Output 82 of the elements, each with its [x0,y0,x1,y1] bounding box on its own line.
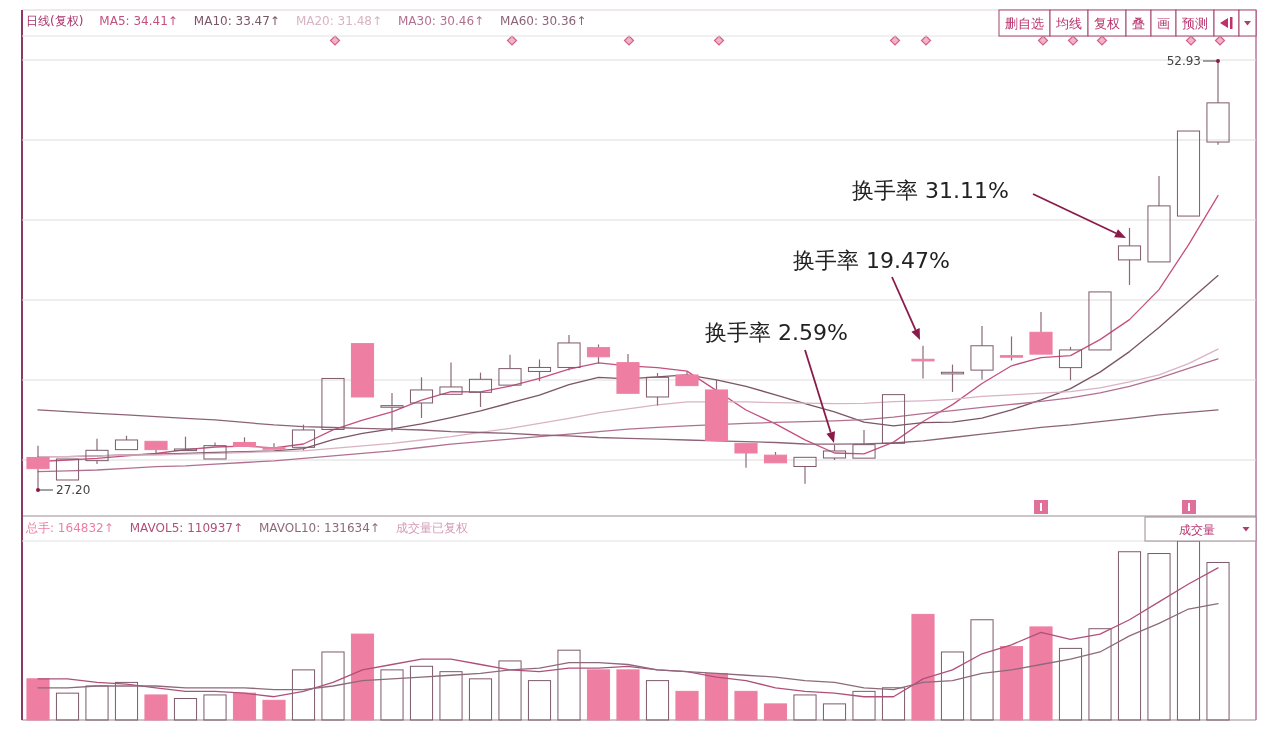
candlestick [911,345,935,380]
bar [645,680,670,721]
text: MA5: 34.41↑ [99,14,178,28]
bar [763,703,788,721]
bar [734,690,758,721]
text: 预测 [1182,16,1208,31]
text: 成交量已复权 [395,521,468,535]
bar [203,694,227,721]
annotation: 52.93 [1166,54,1201,68]
bar [793,694,817,721]
candlestick [439,362,463,395]
candlestick [881,394,906,444]
annotation: 换手率 19.47% [793,248,950,273]
text: MAVOL5: 110937↑ [129,521,243,535]
bar [468,678,493,721]
candlestick [616,353,640,394]
bar [232,692,257,721]
bar [616,669,640,721]
candlestick [675,371,699,387]
candlestick [970,325,994,381]
text: 画 [1157,16,1170,31]
text: 叠 [1132,16,1145,31]
chart-title: 日线(复权) [26,14,84,28]
bar [144,694,168,721]
bar [881,687,906,721]
bar [262,699,286,721]
text: MA10: 33.47↑ [193,14,280,28]
candlestick [557,334,581,372]
annotation: 换手率 2.59% [705,320,848,345]
bar [350,633,375,721]
candlestick [144,440,168,455]
text: 成交量 [1179,523,1215,537]
bar [321,651,345,721]
bar [114,681,139,721]
candlestick [350,343,375,398]
bar [822,703,847,721]
bar [675,690,699,721]
bar [527,680,552,721]
annotation: 27.20 [56,483,91,497]
candlestick [1088,291,1112,351]
candlestick [85,438,109,465]
bar [1206,561,1230,721]
annotation: 换手率 31.11% [852,178,1009,203]
bar [498,660,522,721]
candlestick [793,456,817,485]
candlestick [1029,311,1053,355]
candlestick [1176,130,1201,217]
bar [911,613,935,721]
bar [940,651,965,721]
bar [1147,553,1171,721]
bar [586,669,611,721]
bar [1029,626,1053,721]
text: 删自选 [1005,16,1044,31]
text: MA60: 30.36↑ [500,14,587,28]
bar [557,649,581,721]
bar [291,669,316,721]
candlestick [262,442,286,450]
bar [1058,647,1083,721]
bar [55,692,80,721]
text: MA20: 31.48↑ [295,14,383,28]
bar [1117,551,1142,721]
bar [1176,540,1201,721]
bar [380,669,404,721]
text: 复权 [1094,16,1120,31]
text: 总手: 164832↑ [25,521,114,535]
bar [173,698,198,721]
bar [439,671,463,721]
candlestick [321,377,345,430]
text: 均线 [1055,16,1082,31]
bar [409,665,434,721]
text: MAVOL10: 131634↑ [259,521,380,535]
bar [852,690,876,721]
bar [999,646,1024,721]
text: MA30: 30.46↑ [398,14,485,28]
bar [85,685,109,721]
candlestick [498,354,522,386]
bar [970,619,994,721]
bar [26,678,50,721]
candlestick [1147,175,1171,263]
bar [1088,628,1112,721]
bar [704,672,729,721]
candlestick [55,458,80,481]
